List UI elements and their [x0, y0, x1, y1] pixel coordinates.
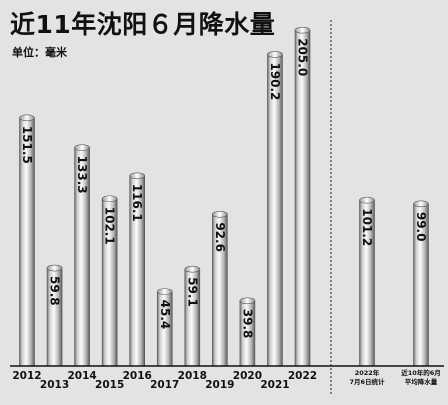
bar-2020: 39.8 — [239, 297, 256, 367]
bar-2014: 133.3 — [74, 144, 90, 367]
comparison-bar-1-value-label: 101.2 — [360, 208, 374, 246]
bar-2019: 92.6 — [212, 211, 228, 367]
x-tick-label-2015: 2015 — [95, 379, 124, 391]
comparison-bar-2-cap — [413, 200, 429, 208]
x-tick-label-2012: 2012 — [12, 370, 41, 382]
bar-2018: 59.1 — [184, 265, 201, 367]
bar-2012-value-label: 151.5 — [20, 126, 34, 164]
x-tick-label-2018: 2018 — [178, 370, 207, 382]
bar-2022: 205.0 — [294, 26, 311, 367]
comparison-label-1-line-1: 2022年 — [355, 368, 380, 377]
bar-2020-cap — [239, 297, 256, 305]
bar-2013-value-label: 59.8 — [48, 276, 62, 306]
comparison-label-2-line-1: 近10年的6月 — [401, 368, 441, 377]
x-tick-label-2019: 2019 — [205, 379, 234, 391]
bar-2019-value-label: 92.6 — [213, 222, 227, 252]
chart-title: 近11年沈阳６月降水量 — [10, 10, 276, 39]
x-tick-label-2017: 2017 — [150, 379, 179, 391]
comparison-bar-2-value-label: 99.0 — [414, 212, 428, 242]
bar-2015: 102.1 — [101, 195, 118, 367]
bar-2013: 59.8 — [46, 264, 63, 367]
bar-2020-value-label: 39.8 — [240, 309, 254, 339]
x-tick-label-2013: 2013 — [40, 379, 69, 391]
comparison-bar-2: 99.0 — [413, 200, 429, 367]
bar-2016-cap — [129, 172, 145, 180]
comparison-bar-1-cap — [359, 196, 375, 204]
bar-2018-cap — [184, 265, 201, 273]
bar-2017: 45.4 — [156, 288, 173, 367]
x-tick-label-2020: 2020 — [233, 370, 262, 382]
bar-2015-cap — [101, 195, 118, 203]
comparison-label-1-line-2: 7月6日统计 — [349, 377, 385, 386]
bar-2013-cap — [46, 264, 63, 272]
bar-2018-value-label: 59.1 — [185, 277, 199, 307]
bar-2014-value-label: 133.3 — [75, 156, 89, 194]
bar-2016-value-label: 116.1 — [130, 184, 144, 222]
x-tick-label-2014: 2014 — [67, 370, 96, 382]
bar-2022-value-label: 205.0 — [296, 38, 310, 76]
x-tick-label-2022: 2022 — [288, 370, 317, 382]
bar-2021: 190.2 — [267, 51, 283, 367]
bar-2021-cap — [267, 51, 283, 58]
category-labels: 2012201320142015201620172018201920202021… — [12, 368, 440, 391]
comparison-label-2-line-2: 平均降水量 — [405, 377, 438, 386]
bar-2012-cap — [19, 114, 35, 122]
bar-2017-cap — [156, 288, 173, 295]
bar-2017-value-label: 45.4 — [158, 300, 172, 330]
bar-2019-cap — [212, 211, 228, 218]
bar-2015-value-label: 102.1 — [103, 207, 117, 245]
unit-label: 单位：毫米 — [12, 46, 67, 59]
comparison-bar-1: 101.2 — [359, 196, 375, 367]
bar-2012: 151.5 — [19, 114, 35, 367]
bar-2021-value-label: 190.2 — [268, 62, 282, 100]
bar-2022-cap — [294, 26, 311, 34]
x-tick-label-2016: 2016 — [123, 370, 152, 382]
bar-2022-body — [294, 29, 311, 367]
bar-2021-body — [267, 54, 283, 367]
bar-2016: 116.1 — [129, 172, 145, 367]
x-tick-label-2021: 2021 — [260, 379, 289, 391]
bars-layer: 151.5 59.8 133.3 102.1 116.1 45.4 59.1 92.6 39.8… — [19, 26, 429, 367]
bar-2014-cap — [74, 144, 90, 151]
